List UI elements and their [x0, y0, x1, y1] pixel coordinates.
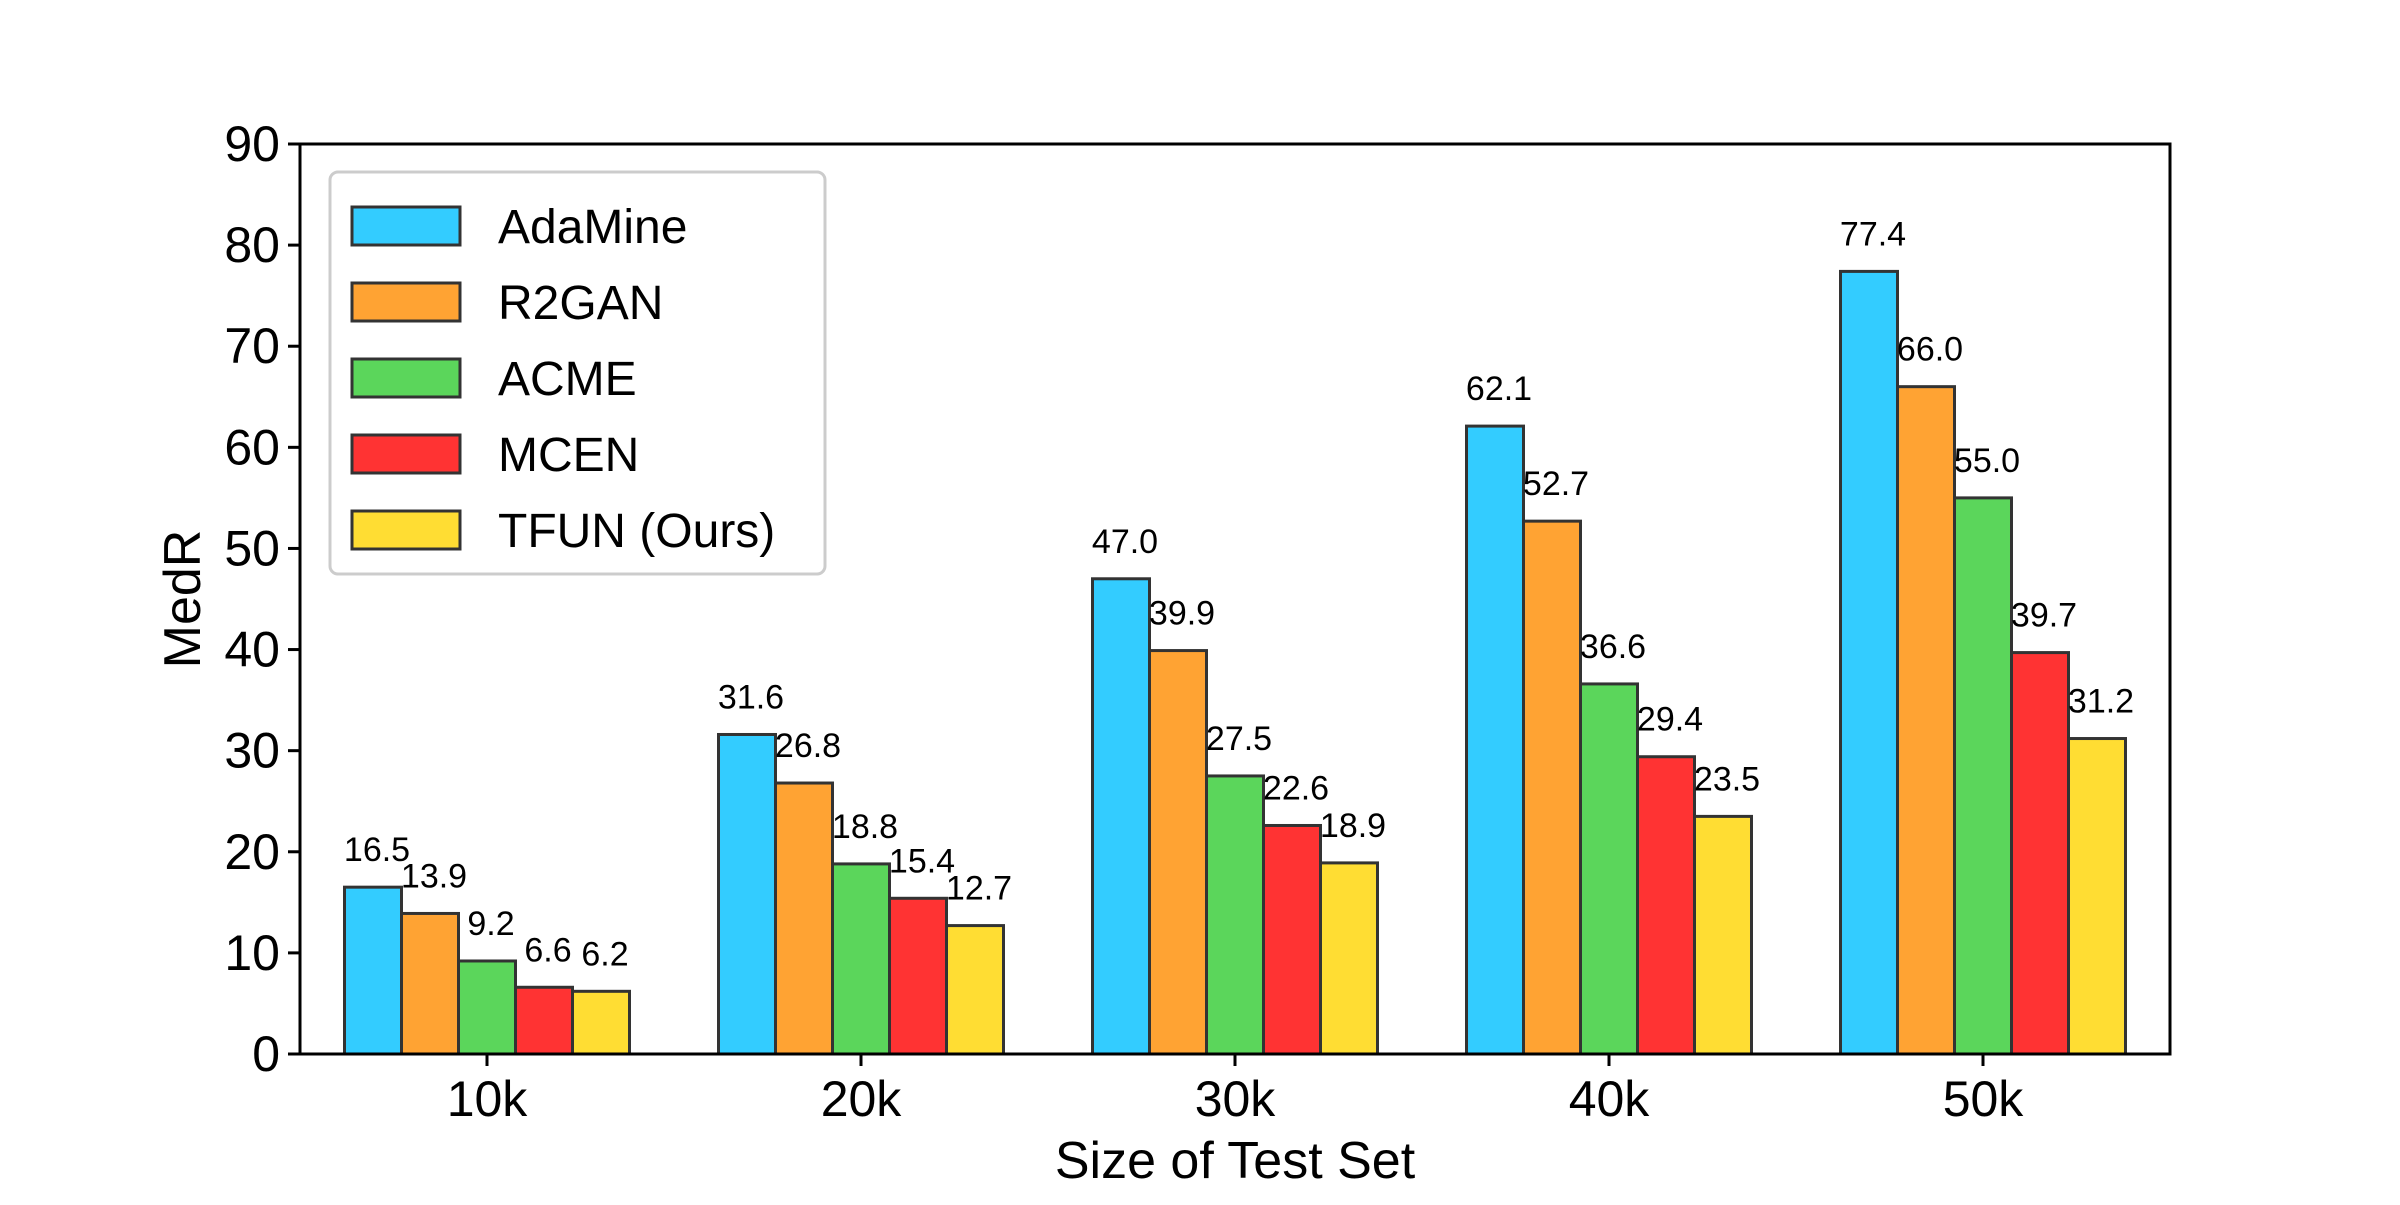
bar-r2gan-30k — [1148, 649, 1208, 1056]
y-tick-label: 70 — [224, 318, 280, 374]
data-label: 23.5 — [1694, 760, 1760, 798]
bar-r2gan-10k — [400, 911, 460, 1056]
data-label: 18.8 — [832, 808, 898, 846]
bar-adamine-50k — [1839, 269, 1899, 1056]
legend-swatch — [350, 357, 462, 399]
bar-acme-50k — [1953, 496, 2013, 1056]
bar-mcen-40k — [1636, 755, 1696, 1056]
data-label: 22.6 — [1263, 769, 1329, 807]
data-label: 66.0 — [1897, 331, 1963, 369]
data-label: 9.2 — [467, 905, 514, 943]
data-label: 31.2 — [2068, 683, 2134, 721]
bar-adamine-30k — [1091, 577, 1151, 1056]
bar-acme-10k — [457, 959, 517, 1056]
x-tick-label: 30k — [1195, 1071, 1277, 1127]
bar-tfun-ours-50k — [2067, 737, 2127, 1056]
bar-r2gan-20k — [774, 781, 834, 1056]
data-label: 27.5 — [1206, 720, 1272, 758]
bar-adamine-20k — [717, 732, 777, 1056]
bars-layer — [343, 269, 2127, 1056]
data-label: 31.6 — [718, 678, 784, 716]
x-tick-label: 20k — [821, 1071, 903, 1127]
bar-acme-40k — [1579, 682, 1639, 1056]
legend-swatch — [350, 509, 462, 551]
y-tick-label: 50 — [224, 520, 280, 576]
y-tick-label: 10 — [224, 925, 280, 981]
bar-r2gan-50k — [1896, 385, 1956, 1056]
data-label: 26.8 — [775, 727, 841, 765]
bar-tfun-ours-40k — [1693, 814, 1753, 1056]
x-tick-label: 10k — [447, 1071, 529, 1127]
data-label: 52.7 — [1523, 465, 1589, 503]
y-tick-label: 60 — [224, 419, 280, 475]
bar-mcen-30k — [1262, 823, 1322, 1056]
data-label: 15.4 — [889, 842, 955, 880]
bar-acme-30k — [1205, 774, 1265, 1056]
bar-adamine-10k — [343, 885, 403, 1056]
x-tick-label: 50k — [1943, 1071, 2025, 1127]
legend: AdaMine R2GAN ACME MCEN TFUN (Ours) — [328, 170, 827, 576]
bar-acme-20k — [831, 862, 891, 1056]
data-label: 39.9 — [1149, 595, 1215, 633]
y-tick-label: 40 — [224, 622, 280, 678]
x-axis-label: Size of Test Set — [1055, 1132, 1416, 1190]
legend-swatch — [350, 205, 462, 247]
y-axis-label: MedR — [154, 530, 212, 669]
data-label: 62.1 — [1466, 370, 1532, 408]
legend-label: TFUN (Ours) — [498, 505, 775, 558]
data-label: 16.5 — [344, 831, 410, 869]
bar-mcen-50k — [2010, 651, 2070, 1056]
legend-label: MCEN — [498, 429, 639, 482]
bar-mcen-20k — [888, 896, 948, 1056]
data-label: 6.6 — [524, 931, 571, 969]
data-label: 18.9 — [1320, 807, 1386, 845]
data-label: 36.6 — [1580, 628, 1646, 666]
y-tick-label: 80 — [224, 217, 280, 273]
legend-swatch — [350, 281, 462, 323]
legend-swatch — [350, 433, 462, 475]
bar-tfun-ours-10k — [571, 989, 631, 1056]
bar-tfun-ours-30k — [1319, 861, 1379, 1056]
y-tick-label: 90 — [224, 116, 280, 172]
x-axis: 10k 20k 30k 40k 50k — [447, 1054, 2025, 1127]
bar-adamine-40k — [1465, 424, 1525, 1056]
data-label: 39.7 — [2011, 597, 2077, 635]
bar-tfun-ours-20k — [945, 924, 1005, 1056]
data-label: 77.4 — [1840, 215, 1906, 253]
y-tick-label: 20 — [224, 824, 280, 880]
data-labels-layer: 16.513.99.2 6.6 6.2 31.6 26.8 18.815.412.7 47.… — [344, 215, 2134, 973]
bar-r2gan-40k — [1522, 519, 1582, 1056]
legend-label: AdaMine — [498, 201, 687, 254]
y-tick-label: 30 — [224, 723, 280, 779]
legend-label: R2GAN — [498, 277, 663, 330]
legend-label: ACME — [498, 353, 637, 406]
bar-mcen-10k — [514, 985, 574, 1056]
y-axis: 0 10 20 30 40 50 60 70 80 90 — [224, 116, 300, 1082]
data-label: 29.4 — [1637, 701, 1703, 739]
data-label: 13.9 — [401, 857, 467, 895]
x-tick-label: 40k — [1569, 1071, 1651, 1127]
data-label: 6.2 — [581, 935, 628, 973]
data-label: 55.0 — [1954, 442, 2020, 480]
data-label: 12.7 — [946, 870, 1012, 908]
data-label: 47.0 — [1092, 523, 1158, 561]
y-tick-label: 0 — [252, 1026, 280, 1082]
